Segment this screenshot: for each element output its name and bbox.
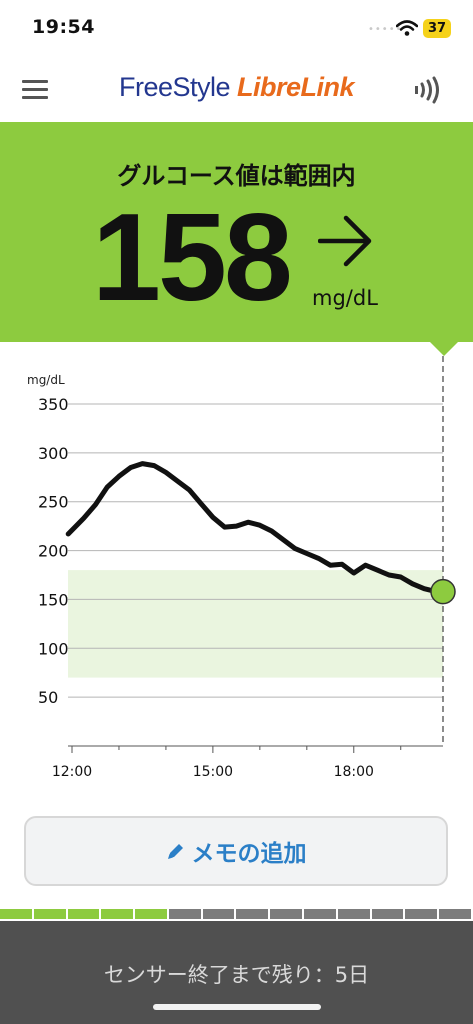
app-header: FreeStyle LibreLink bbox=[0, 58, 473, 122]
glucose-panel: グルコース値は範囲内 158 mg/dL bbox=[0, 122, 473, 342]
add-note-label: メモの追加 bbox=[191, 841, 307, 867]
glucose-chart: 350 300 250 200 150 100 50 12:00 15:00 18:00 mg/d… bbox=[0, 342, 473, 792]
sensor-day-segment bbox=[168, 909, 201, 919]
glucose-line bbox=[65, 461, 446, 595]
target-range-band bbox=[68, 570, 443, 678]
y-tick-label: 150 bbox=[38, 590, 69, 609]
sensor-day-segment bbox=[33, 909, 66, 919]
sensor-day-segment bbox=[0, 909, 32, 919]
sensor-day-segment bbox=[371, 909, 404, 919]
y-tick-label: 50 bbox=[38, 688, 58, 707]
sensor-day-segment bbox=[202, 909, 235, 919]
x-tick-label: 12:00 bbox=[52, 764, 92, 780]
sensor-day-segment bbox=[67, 909, 100, 919]
sensor-day-segment bbox=[236, 909, 269, 919]
app-logo: FreeStyle LibreLink bbox=[0, 72, 473, 103]
brand-part2: LibreLink bbox=[237, 72, 355, 102]
x-tick-label: 15:00 bbox=[193, 764, 233, 780]
glucose-status-text: グルコース値は範囲内 bbox=[117, 162, 356, 190]
current-glucose-point bbox=[430, 578, 456, 605]
glucose-unit: mg/dL bbox=[312, 286, 378, 310]
sensor-day-segment bbox=[337, 909, 370, 919]
sensor-day-segment bbox=[135, 909, 167, 919]
y-axis-unit: mg/dL bbox=[27, 373, 65, 387]
pencil-icon bbox=[167, 844, 183, 859]
sensor-remaining-text: センサー終了まで残り：5日 bbox=[103, 963, 370, 987]
y-tick-label: 100 bbox=[38, 639, 69, 658]
add-note-button[interactable]: メモの追加 bbox=[24, 816, 448, 886]
x-tick-label: 18:00 bbox=[334, 764, 374, 780]
cellular-signal-icon: ••••• bbox=[368, 24, 403, 35]
sensor-day-segment bbox=[101, 909, 134, 919]
glucose-chart-plot: 350 300 250 200 150 100 50 12:00 15:00 18:00 bbox=[38, 356, 456, 780]
brand-part1: FreeStyle bbox=[118, 72, 238, 102]
nfc-scan-icon[interactable] bbox=[414, 76, 440, 104]
hamburger-menu-icon[interactable] bbox=[22, 80, 48, 102]
sensor-day-segment bbox=[439, 909, 471, 919]
y-tick-label: 300 bbox=[38, 444, 69, 463]
sensor-life-bar bbox=[0, 909, 473, 921]
sensor-day-segment bbox=[405, 909, 438, 919]
status-bar: 19:54 ••••• 37 bbox=[0, 0, 473, 58]
wifi-icon bbox=[396, 20, 418, 36]
y-tick-label: 250 bbox=[38, 493, 69, 512]
glucose-value: 158 bbox=[92, 189, 293, 327]
home-indicator[interactable] bbox=[153, 1004, 321, 1010]
status-time: 19:54 bbox=[32, 16, 95, 38]
trend-arrow-icon bbox=[318, 215, 372, 267]
current-time-pointer bbox=[430, 342, 458, 356]
battery-icon: 37 bbox=[423, 19, 451, 38]
y-tick-label: 350 bbox=[38, 395, 69, 414]
sensor-day-segment bbox=[270, 909, 303, 919]
sensor-day-segment bbox=[304, 909, 336, 919]
y-tick-label: 200 bbox=[38, 542, 69, 561]
